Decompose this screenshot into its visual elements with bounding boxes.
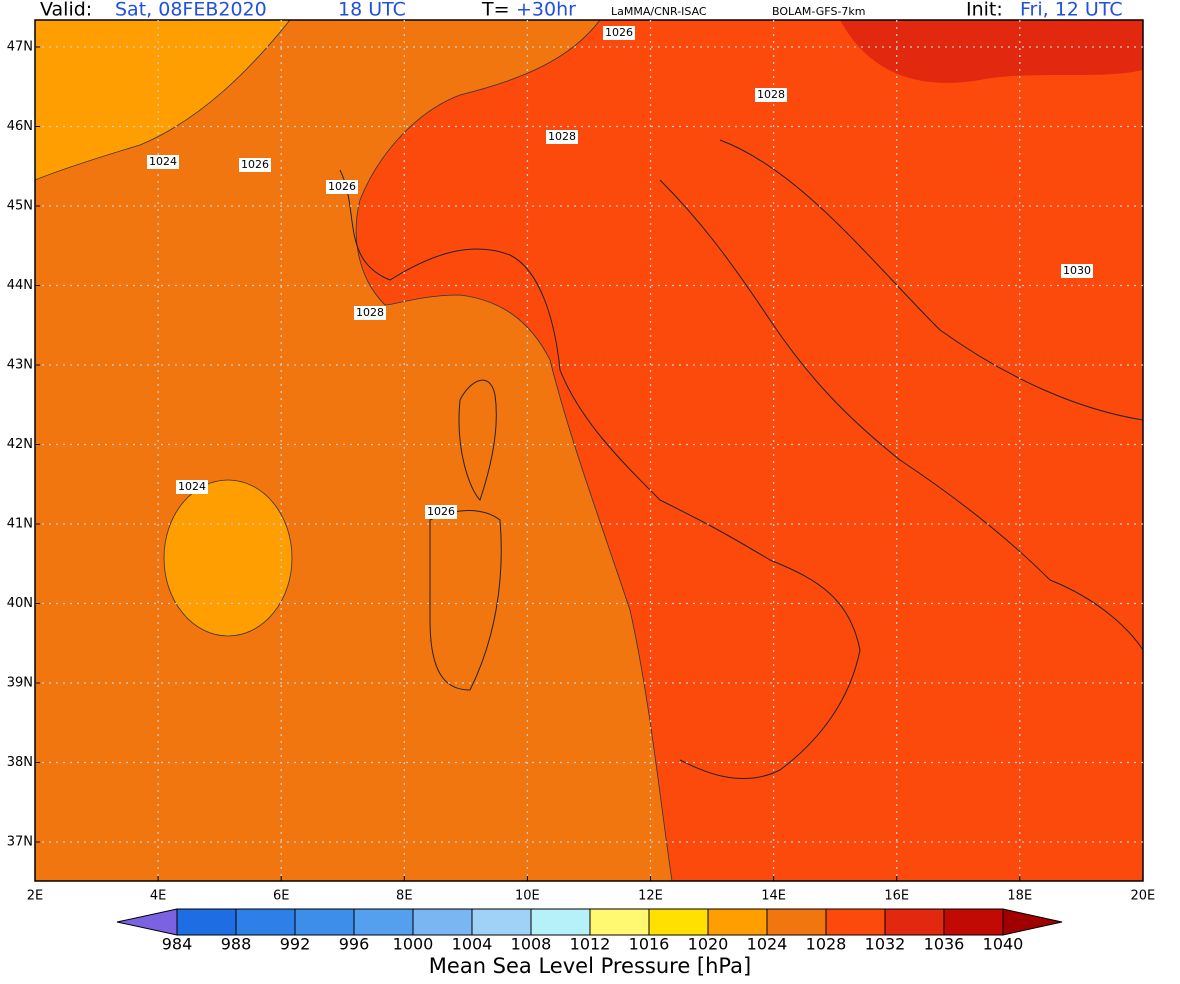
lon-tick-label: 16E [884, 889, 909, 904]
lon-tick-label: 12E [638, 889, 663, 904]
colorbar-box [648, 908, 709, 936]
colorbar-box [884, 908, 945, 936]
contour-label-box [1061, 264, 1093, 278]
colorbar-label: 1032 [865, 935, 906, 954]
lon-tick-label: 4E [150, 889, 167, 904]
contour-label: 1028 [757, 88, 785, 101]
lon-tick-label: 18E [1007, 889, 1032, 904]
valid-time: 18 UTC [338, 0, 406, 21]
colorbar-box [294, 908, 355, 936]
lat-tick-label: 45N [7, 199, 33, 214]
colorbar-under [116, 908, 178, 936]
contour-label: 1026 [328, 180, 356, 193]
field-1032 [840, 20, 1143, 83]
lon-tick-label: 14E [761, 889, 786, 904]
field-1020 [34, 19, 291, 181]
contour-label: 1024 [149, 155, 177, 168]
contour-label-box [326, 180, 358, 194]
colorbar-label: 1036 [924, 935, 965, 954]
contour-label-box [147, 155, 179, 169]
colorbar-label: 1016 [629, 935, 670, 954]
init-value: Fri, 12 UTC [1020, 0, 1123, 21]
contour-label: 1028 [356, 306, 384, 319]
lat-tick-label: 47N [7, 40, 33, 55]
colorbar-box [471, 908, 532, 936]
forecast-value: +30hr [516, 0, 576, 21]
lon-tick-label: 10E [515, 889, 540, 904]
lat-tick-label: 43N [7, 358, 33, 373]
lon-tick-label: 8E [396, 889, 413, 904]
colorbar-box [589, 908, 650, 936]
lat-tick-label: 40N [7, 596, 33, 611]
contour-label: 1028 [548, 130, 576, 143]
colorbar-box [766, 908, 827, 936]
colorbar-box [530, 908, 591, 936]
lon-tick-label: 2E [27, 889, 44, 904]
contour-label-box [755, 88, 787, 102]
contour-label-box [239, 158, 271, 172]
colorbar-label: 996 [339, 935, 370, 954]
contour-label-box [546, 130, 578, 144]
lat-tick-label: 38N [7, 755, 33, 770]
colorbar-box [412, 908, 473, 936]
colorbar-box [825, 908, 886, 936]
contour-label: 1026 [605, 26, 633, 39]
colorbar-box [943, 908, 1004, 936]
contour-label: 1026 [241, 158, 269, 171]
lat-tick-label: 42N [7, 437, 33, 452]
colorbar-label: 1028 [806, 935, 847, 954]
contour-label-box [354, 306, 386, 320]
colorbar-label: 1008 [511, 935, 552, 954]
contour-label: 1026 [427, 505, 455, 518]
colorbar-box [176, 908, 237, 936]
field-1020-low [163, 479, 293, 637]
colorbar-label: 1040 [983, 935, 1024, 954]
lat-tick-label: 37N [7, 835, 33, 850]
coastline [339, 139, 1144, 779]
colorbar-label: 984 [162, 935, 193, 954]
colorbar-label: 988 [221, 935, 252, 954]
forecast-label: T= [481, 0, 510, 21]
source: LaMMA/CNR-ISAC [611, 5, 707, 18]
lon-tick-label: 20E [1131, 889, 1156, 904]
lat-tick-label: 44N [7, 278, 33, 293]
islands [429, 379, 502, 691]
colorbar-label: 1004 [452, 935, 493, 954]
contour-label-box [176, 480, 208, 494]
contour-label: 1024 [178, 480, 206, 493]
lon-tick-label: 6E [273, 889, 290, 904]
colorbar-label: 1020 [688, 935, 729, 954]
colorbar-box [235, 908, 296, 936]
colorbar-title: Mean Sea Level Pressure [hPa] [429, 954, 751, 978]
model: BOLAM-GFS-7km [772, 5, 865, 18]
field-1028 [355, 19, 1144, 882]
init-label: Init: [966, 0, 1003, 21]
valid-date: Sat, 08FEB2020 [115, 0, 267, 21]
lat-tick-label: 39N [7, 676, 33, 691]
colorbar-label: 1000 [393, 935, 434, 954]
colorbar-box [353, 908, 414, 936]
map [34, 19, 1144, 882]
colorbar-label: 1012 [570, 935, 611, 954]
map-frame [34, 19, 1144, 882]
colorbar-label: 992 [280, 935, 311, 954]
lat-tick-label: 46N [7, 119, 33, 134]
colorbar-box [707, 908, 768, 936]
contour-label: 1030 [1063, 264, 1091, 277]
colorbar-over [1002, 908, 1063, 936]
lat-tick-label: 41N [7, 517, 33, 532]
colorbar-label: 1024 [747, 935, 788, 954]
contour-label-box [425, 505, 457, 519]
contour-label-box [603, 26, 635, 40]
valid-label: Valid: [40, 0, 92, 21]
